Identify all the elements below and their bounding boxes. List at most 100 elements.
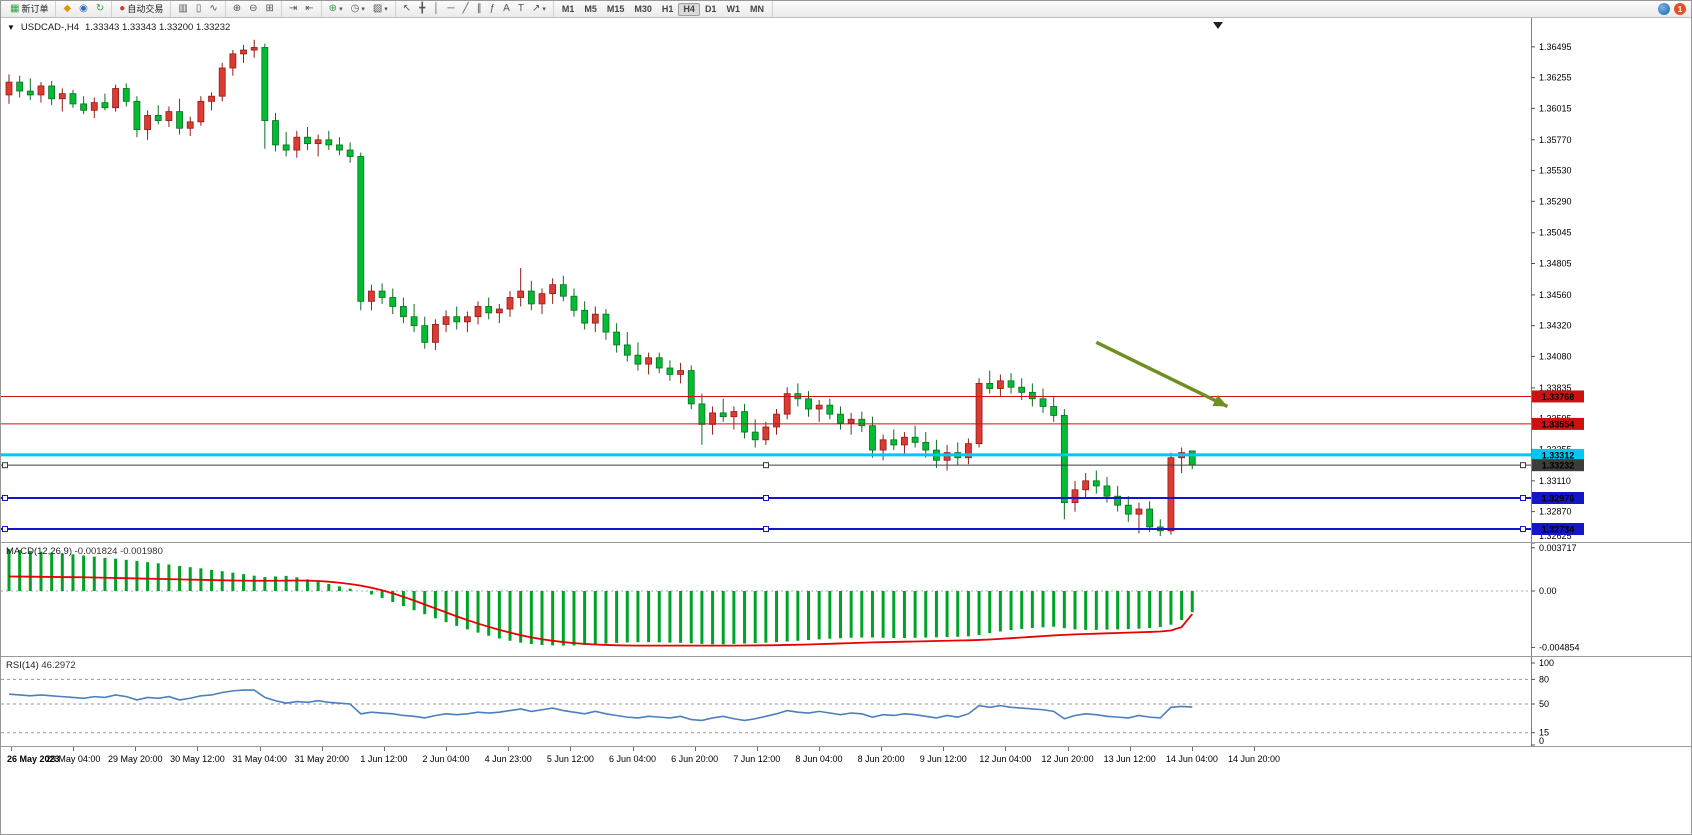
price-badge	[1532, 523, 1584, 536]
date-label: 2 Jun 04:00	[422, 754, 470, 764]
price-axis-label: 1.35530	[1539, 166, 1572, 176]
macd-signal-line	[8, 575, 1193, 647]
zoom-in-button[interactable]: ⊕	[229, 2, 245, 16]
cursor-button[interactable]: ↖	[399, 2, 415, 16]
price-axis-label: 1.35045	[1539, 228, 1572, 238]
new-order-button[interactable]: ▦ 新订单	[6, 2, 52, 16]
line-handle[interactable]	[2, 462, 8, 469]
timeframe-w1-button[interactable]: W1	[726, 3, 740, 14]
auto-scroll-button[interactable]: ⇥	[285, 2, 301, 16]
time-tick	[943, 747, 945, 751]
crosshair-button[interactable]: ╋	[415, 2, 429, 16]
time-tick	[383, 747, 385, 751]
timeframe-m30-button[interactable]: M30	[634, 3, 652, 14]
macd-name: MACD(12,26,9)	[6, 546, 72, 557]
templates-button[interactable]: ▧ ▾	[369, 2, 392, 16]
market-watch-button[interactable]: ◉	[75, 2, 92, 16]
price-axis-label: 1.32625	[1539, 531, 1572, 541]
panel-divider[interactable]	[1, 656, 1691, 657]
timeframe-m1-button[interactable]: M1	[561, 3, 575, 14]
timeframe-h4-button[interactable]: H4	[678, 2, 700, 16]
time-tick	[881, 747, 883, 751]
timeframe-m5-button[interactable]: M5	[584, 3, 597, 14]
macd-panel[interactable]: 0.003717 0.00 -0.004854	[1, 543, 1692, 656]
price-axis-label: 1.36255	[1539, 73, 1572, 83]
date-label: 1 Jun 12:00	[360, 754, 408, 764]
autotrading-icon: ●	[119, 3, 126, 14]
date-label: 29 May 20:00	[108, 754, 163, 764]
time-tick	[570, 747, 572, 751]
macd-axis-label: -0.004854	[1539, 642, 1580, 652]
price-axis-label: 1.35770	[1539, 135, 1572, 145]
price-badge-label: 1.33554	[1542, 419, 1575, 429]
fibonacci-button[interactable]: ƒ	[486, 2, 500, 16]
line-handle[interactable]	[763, 462, 769, 469]
horizontal-line-icon: ─	[447, 3, 455, 14]
candlestick-chart-icon: ▯	[195, 3, 202, 14]
line-handle[interactable]	[2, 495, 8, 501]
time-tick	[321, 747, 323, 751]
date-label: 5 Jun 12:00	[546, 754, 594, 764]
time-tick	[1129, 747, 1131, 751]
time-tick	[1254, 747, 1255, 751]
timeframe-h1-button[interactable]: H1	[661, 3, 674, 14]
line-handle[interactable]	[763, 526, 769, 533]
chart-shift-button[interactable]: ⇤	[301, 2, 317, 16]
zoom-out-button[interactable]: ⊖	[245, 2, 261, 16]
time-axis[interactable]: 26 May 2023 29 May 04:00 29 May 20:00 30 Ma…	[1, 747, 1691, 771]
candlestick-chart-button[interactable]: ▯	[192, 2, 206, 16]
arrow-objects-button[interactable]: ↗ ▾	[528, 2, 550, 16]
price-axis-label: 1.34320	[1539, 321, 1572, 331]
timeframe-m15-button[interactable]: M15	[606, 3, 625, 14]
date-label: 8 Jun 04:00	[795, 754, 843, 764]
community-icon[interactable]	[1658, 3, 1670, 15]
scroll-marker-icon[interactable]	[1213, 22, 1223, 29]
metaeditor-icon: ◆	[63, 3, 72, 14]
arrow-annotation[interactable]	[1095, 340, 1229, 409]
price-badge-label: 1.33312	[1542, 450, 1575, 460]
vertical-line-button[interactable]: │	[429, 2, 443, 16]
timeframe-mn-button[interactable]: MN	[749, 3, 764, 14]
rsi-value: 46.2972	[41, 660, 76, 671]
line-handle[interactable]	[1520, 526, 1526, 533]
price-chart-panel[interactable]: 1.36495 1.36255 1.36015 1.35770 1.35530 1.352…	[1, 18, 1692, 544]
date-label: 6 Jun 20:00	[671, 754, 719, 764]
line-handle[interactable]	[763, 495, 769, 501]
equidistant-channel-button[interactable]: ∥	[473, 2, 486, 16]
rsi-panel[interactable]: 100 80 50 150	[1, 657, 1692, 746]
market-watch-icon: ◉	[79, 3, 88, 14]
text-button[interactable]: A	[499, 2, 514, 16]
tile-windows-button[interactable]: ⊞	[262, 2, 278, 16]
metaeditor-button[interactable]: ◆	[59, 2, 75, 16]
cursor-icon: ↖	[402, 3, 412, 14]
trendline-button[interactable]: ╱	[459, 2, 473, 16]
indicators-caret-icon: ▾	[339, 5, 343, 13]
line-chart-button[interactable]: ∿	[205, 2, 221, 16]
line-handle[interactable]	[1520, 462, 1526, 469]
date-label: 12 Jun 20:00	[1041, 754, 1094, 764]
line-handle[interactable]	[1520, 495, 1526, 501]
bar-chart-button[interactable]: ▥	[174, 2, 191, 16]
periods-button[interactable]: ◷ ▾	[347, 2, 369, 16]
text-label-button[interactable]: T	[514, 2, 528, 16]
timeframe-d1-button[interactable]: D1	[704, 3, 717, 14]
symbol-period-label: USDCAD-,H4	[20, 22, 79, 33]
candles	[5, 39, 1196, 536]
price-badge-label: 1.33232	[1542, 461, 1575, 471]
price-axis-label: 1.32870	[1539, 507, 1572, 517]
one-click-trading-icon[interactable]: ▼	[7, 23, 15, 32]
refresh-button[interactable]: ↻	[92, 2, 108, 16]
panel-divider[interactable]	[1, 542, 1691, 543]
horizontal-line-button[interactable]: ─	[443, 2, 458, 16]
autotrading-button[interactable]: ● 自动交易	[115, 2, 167, 16]
price-axis-label: 1.34560	[1539, 290, 1572, 300]
arrow-annotation-head[interactable]	[1212, 394, 1228, 407]
notification-badge[interactable]: 1	[1674, 3, 1686, 15]
tile-windows-icon: ⊞	[265, 3, 274, 14]
panel-divider[interactable]	[1, 746, 1691, 747]
indicators-button[interactable]: ⊕ ▾	[325, 2, 347, 16]
line-handle[interactable]	[2, 526, 8, 533]
arrow-objects-caret-icon: ▾	[542, 5, 546, 13]
date-label: 30 May 12:00	[170, 754, 225, 764]
price-badge-label: 1.32734	[1542, 525, 1575, 535]
